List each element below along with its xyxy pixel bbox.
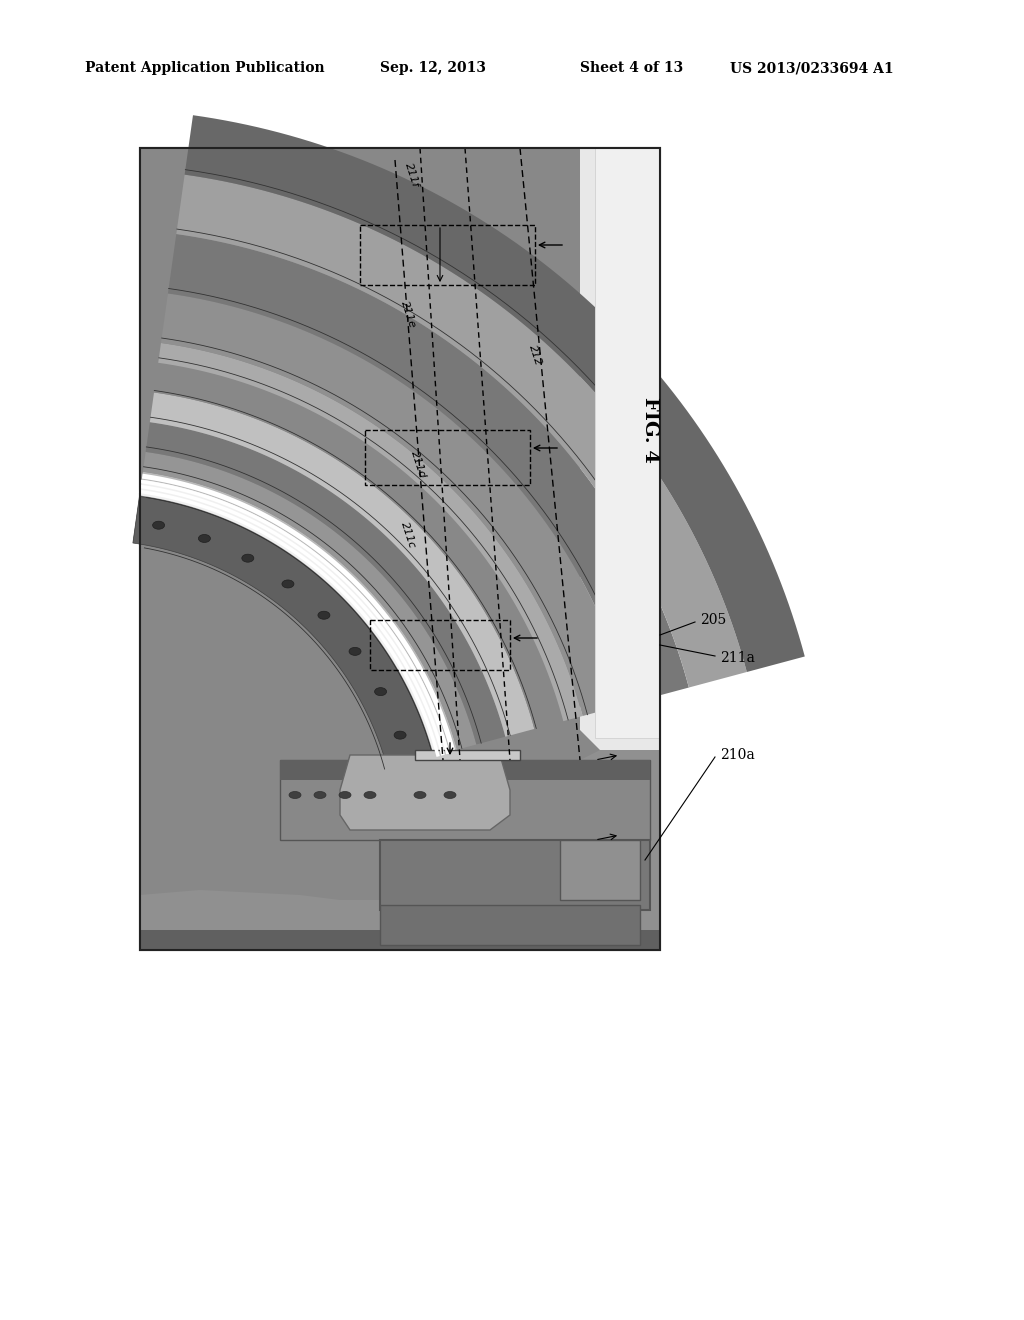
FancyBboxPatch shape <box>560 840 640 900</box>
FancyBboxPatch shape <box>140 148 660 950</box>
Ellipse shape <box>242 554 254 562</box>
Ellipse shape <box>314 792 326 799</box>
Polygon shape <box>580 148 660 750</box>
Ellipse shape <box>414 792 426 799</box>
FancyBboxPatch shape <box>140 148 660 950</box>
Text: Sep. 12, 2013: Sep. 12, 2013 <box>380 61 486 75</box>
Polygon shape <box>161 293 631 715</box>
Ellipse shape <box>394 731 407 739</box>
Polygon shape <box>143 451 476 750</box>
Polygon shape <box>133 496 433 768</box>
Polygon shape <box>142 474 455 751</box>
Polygon shape <box>145 422 506 744</box>
Ellipse shape <box>317 611 330 619</box>
Text: FIG. 4: FIG. 4 <box>641 397 659 463</box>
Polygon shape <box>140 148 600 900</box>
Ellipse shape <box>364 792 376 799</box>
FancyBboxPatch shape <box>280 760 650 840</box>
Polygon shape <box>139 479 450 756</box>
FancyBboxPatch shape <box>380 840 650 909</box>
Text: 212: 212 <box>527 343 543 367</box>
Ellipse shape <box>153 521 165 529</box>
Polygon shape <box>150 392 535 737</box>
Ellipse shape <box>444 792 456 799</box>
Text: 211f: 211f <box>403 161 421 189</box>
Polygon shape <box>340 755 510 830</box>
Polygon shape <box>184 115 805 672</box>
Ellipse shape <box>339 792 351 799</box>
Polygon shape <box>133 491 437 768</box>
Polygon shape <box>140 471 457 755</box>
Polygon shape <box>140 890 660 950</box>
Text: 211e: 211e <box>399 300 417 330</box>
Text: Sheet 4 of 13: Sheet 4 of 13 <box>580 61 683 75</box>
Text: 211d: 211d <box>409 450 427 480</box>
Text: 211a: 211a <box>720 651 755 665</box>
Ellipse shape <box>375 688 387 696</box>
Ellipse shape <box>349 647 361 655</box>
Text: 205: 205 <box>700 612 726 627</box>
Ellipse shape <box>199 535 210 543</box>
Polygon shape <box>168 234 689 704</box>
Text: 211c: 211c <box>399 520 417 549</box>
Polygon shape <box>176 174 746 688</box>
FancyBboxPatch shape <box>140 931 660 950</box>
Polygon shape <box>154 363 563 729</box>
FancyBboxPatch shape <box>380 906 640 945</box>
Text: 210a: 210a <box>720 748 755 762</box>
Text: US 2013/0233694 A1: US 2013/0233694 A1 <box>730 61 894 75</box>
Ellipse shape <box>282 579 294 587</box>
FancyBboxPatch shape <box>595 148 660 738</box>
Text: Patent Application Publication: Patent Application Publication <box>85 61 325 75</box>
Ellipse shape <box>289 792 301 799</box>
FancyBboxPatch shape <box>595 148 660 738</box>
Polygon shape <box>158 343 583 721</box>
FancyBboxPatch shape <box>280 760 650 780</box>
Polygon shape <box>415 750 520 760</box>
